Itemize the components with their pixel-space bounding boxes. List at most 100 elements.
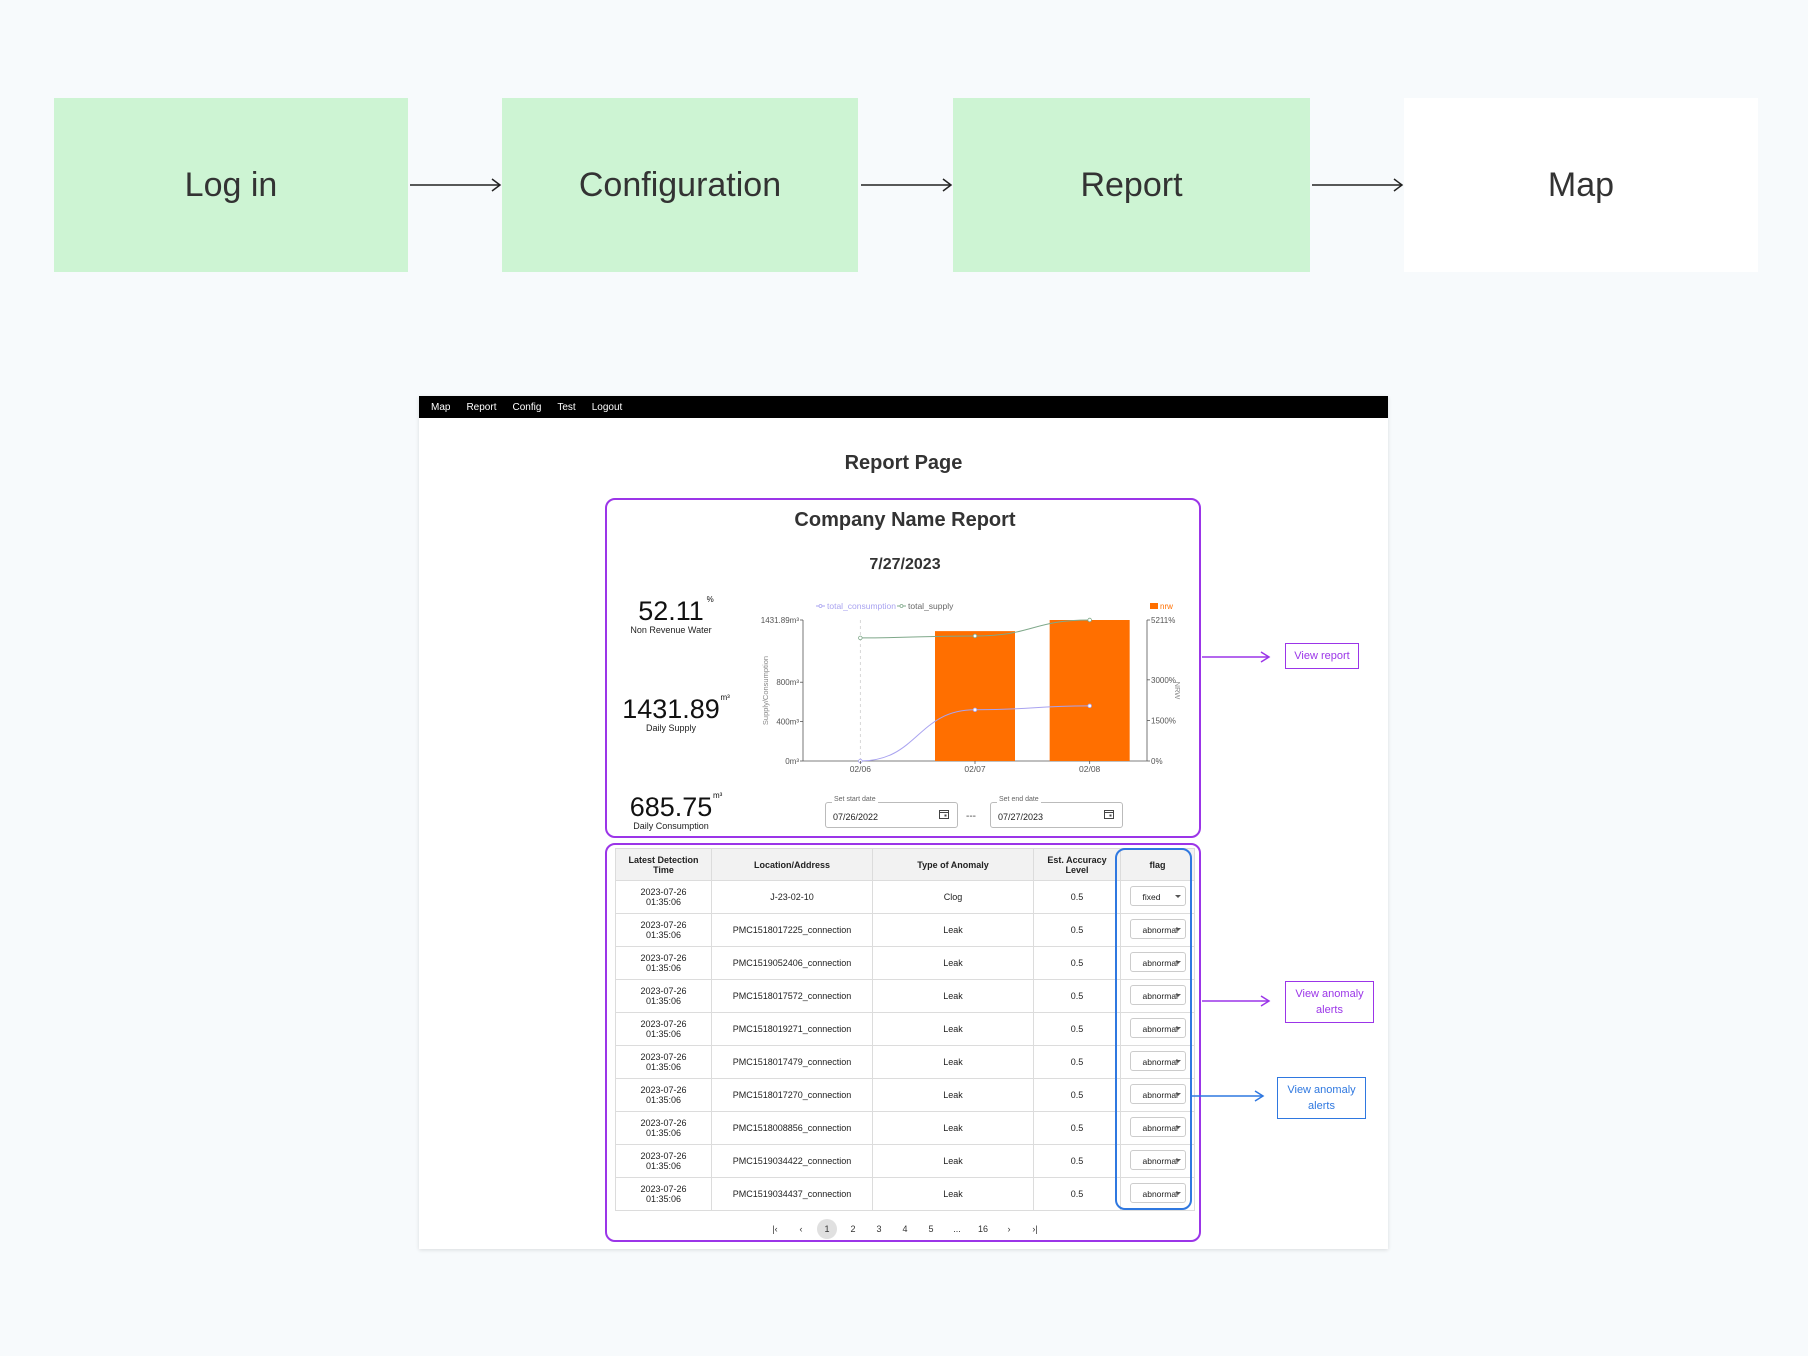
calendar-icon[interactable] (939, 809, 949, 819)
nav-item-logout[interactable]: Logout (591, 401, 623, 413)
anomaly-type-text: Leak (943, 1024, 963, 1034)
anomaly-table: Latest Detection Time Location/Address T… (615, 848, 1195, 1211)
chevron-down-icon[interactable] (1174, 1159, 1181, 1162)
start-date-field[interactable]: Set start date 07/26/2022 (825, 796, 958, 828)
accuracy-text: 0.5 (1070, 1090, 1084, 1100)
last-page-icon[interactable]: ›| (1032, 1224, 1038, 1234)
pagination: |‹ ‹ 1 2 3 4 5 ... 16 › ›| (607, 1219, 1203, 1239)
callout-arrow-anomaly-2 (1192, 1090, 1265, 1102)
flag-value: abnormal (1142, 958, 1178, 968)
page-button[interactable]: 16 (977, 1224, 988, 1234)
callout-arrow-anomaly-1 (1202, 995, 1271, 1007)
location-text: J-23-02-10 (770, 892, 814, 902)
anomaly-type-text: Leak (943, 1189, 963, 1199)
detection-time: 01:35:06 (645, 1128, 682, 1138)
date-separator: --- (966, 811, 976, 822)
nav-item-map[interactable]: Map (431, 401, 451, 413)
nav-item-config[interactable]: Config (512, 401, 542, 413)
table-row: 2023-07-26 01:35:06 PMC1519034437_connecti… (615, 1177, 1195, 1211)
next-page-icon[interactable]: › (1007, 1224, 1011, 1234)
page-button[interactable]: 4 (902, 1224, 908, 1234)
prev-page-icon[interactable]: ‹ (799, 1224, 803, 1234)
y-tick-label: 1431.89m³ (761, 616, 800, 625)
detection-date: 2023-07-26 (640, 953, 687, 963)
page-button[interactable]: 1 (817, 1219, 837, 1239)
flag-select[interactable]: abnormal (1129, 985, 1186, 1005)
y-tick-label: 400m³ (776, 718, 799, 727)
flag-select[interactable]: abnormal (1129, 1051, 1186, 1071)
detection-date: 2023-07-26 (640, 1085, 687, 1095)
header-accuracy[interactable]: Est. Accuracy Level (1033, 848, 1121, 881)
flow-step-label: Configuration (578, 165, 782, 204)
y-axis-title: Supply/Consumption (761, 656, 770, 725)
chevron-down-icon[interactable] (1174, 1060, 1181, 1063)
detection-date: 2023-07-26 (640, 1184, 687, 1194)
cell-location: J-23-02-10 (711, 880, 873, 914)
accuracy-text: 0.5 (1070, 892, 1084, 902)
flow-step-label: Report (1080, 165, 1183, 204)
flag-select[interactable]: abnormal (1129, 952, 1186, 972)
flag-select[interactable]: abnormal (1129, 1150, 1186, 1170)
cell-detection-time: 2023-07-26 01:35:06 (615, 946, 712, 980)
detection-time: 01:35:06 (645, 1029, 682, 1039)
flag-select[interactable]: abnormal (1129, 1018, 1186, 1038)
cell-location: PMC1518008856_connection (711, 1111, 873, 1145)
chevron-down-icon[interactable] (1174, 928, 1181, 931)
accuracy-text: 0.5 (1070, 1057, 1084, 1067)
y2-tick-label: 1500% (1151, 716, 1176, 725)
anomaly-type-text: Leak (943, 925, 963, 935)
page-button[interactable]: 5 (928, 1224, 934, 1234)
legend-marker-consumption (818, 604, 823, 608)
detection-time: 01:35:06 (645, 996, 682, 1006)
detection-time: 01:35:06 (645, 1062, 682, 1072)
metric-unit: m³ (712, 791, 723, 800)
y2-tick-label: 5211% (1151, 616, 1175, 625)
detection-date: 2023-07-26 (640, 1019, 687, 1029)
end-date-field[interactable]: Set end date 07/27/2023 (990, 796, 1123, 828)
flag-select[interactable]: abnormal (1129, 919, 1186, 939)
cell-accuracy: 0.5 (1033, 1045, 1121, 1079)
report-title: Company Name Report (794, 509, 1016, 531)
chevron-down-icon[interactable] (1174, 1126, 1181, 1129)
detection-time: 01:35:06 (645, 1095, 682, 1105)
nav-item-test[interactable]: Test (557, 401, 576, 413)
cell-location: PMC1518017572_connection (711, 979, 873, 1013)
flag-value: abnormal (1142, 1189, 1178, 1199)
page-button[interactable]: 3 (876, 1224, 882, 1234)
flag-value: abnormal (1142, 1024, 1178, 1034)
metric-label: Daily Supply (645, 723, 697, 733)
header-detection-time[interactable]: Latest Detection Time (615, 848, 712, 881)
first-page-icon[interactable]: |‹ (772, 1224, 778, 1234)
flag-select[interactable]: abnormal (1129, 1084, 1186, 1104)
anomaly-type-text: Leak (943, 1057, 963, 1067)
detection-time: 01:35:06 (645, 897, 682, 907)
flag-select[interactable]: fixed (1129, 886, 1186, 906)
flag-select[interactable]: abnormal (1129, 1183, 1186, 1203)
callout-view-anomaly-alerts-flag: View anomaly alerts (1277, 1077, 1366, 1119)
chevron-down-icon[interactable] (1174, 994, 1181, 997)
table-row: 2023-07-26 01:35:06 PMC1518017479_connecti… (615, 1045, 1195, 1079)
location-text: PMC1518019271_connection (732, 1024, 852, 1034)
page-button[interactable]: 2 (850, 1224, 856, 1234)
chevron-down-icon[interactable] (1174, 1192, 1181, 1195)
anomaly-type-text: Leak (943, 1090, 963, 1100)
chevron-down-icon[interactable] (1174, 1027, 1181, 1030)
calendar-icon[interactable] (1104, 809, 1114, 819)
accuracy-text: 0.5 (1070, 1156, 1084, 1166)
chevron-down-icon[interactable] (1174, 961, 1181, 964)
y-tick-label: 800m³ (776, 678, 799, 687)
chevron-down-icon[interactable] (1174, 1093, 1181, 1096)
flag-column-highlight (1115, 848, 1192, 1210)
flow-step-report: Report (953, 98, 1310, 272)
metric-value: 52.11 (638, 596, 704, 626)
metric-daily-supply: 1431.89 m³ Daily Supply (607, 693, 735, 733)
page-ellipsis: ... (953, 1224, 961, 1234)
header-location[interactable]: Location/Address (711, 848, 873, 881)
cell-accuracy: 0.5 (1033, 1078, 1121, 1112)
nav-item-report[interactable]: Report (466, 401, 497, 413)
anomaly-type-text: Leak (943, 991, 963, 1001)
flag-value: abnormal (1142, 1156, 1178, 1166)
chevron-down-icon[interactable] (1174, 895, 1181, 898)
flag-select[interactable]: abnormal (1129, 1117, 1186, 1137)
header-anomaly-type[interactable]: Type of Anomaly (872, 848, 1034, 881)
